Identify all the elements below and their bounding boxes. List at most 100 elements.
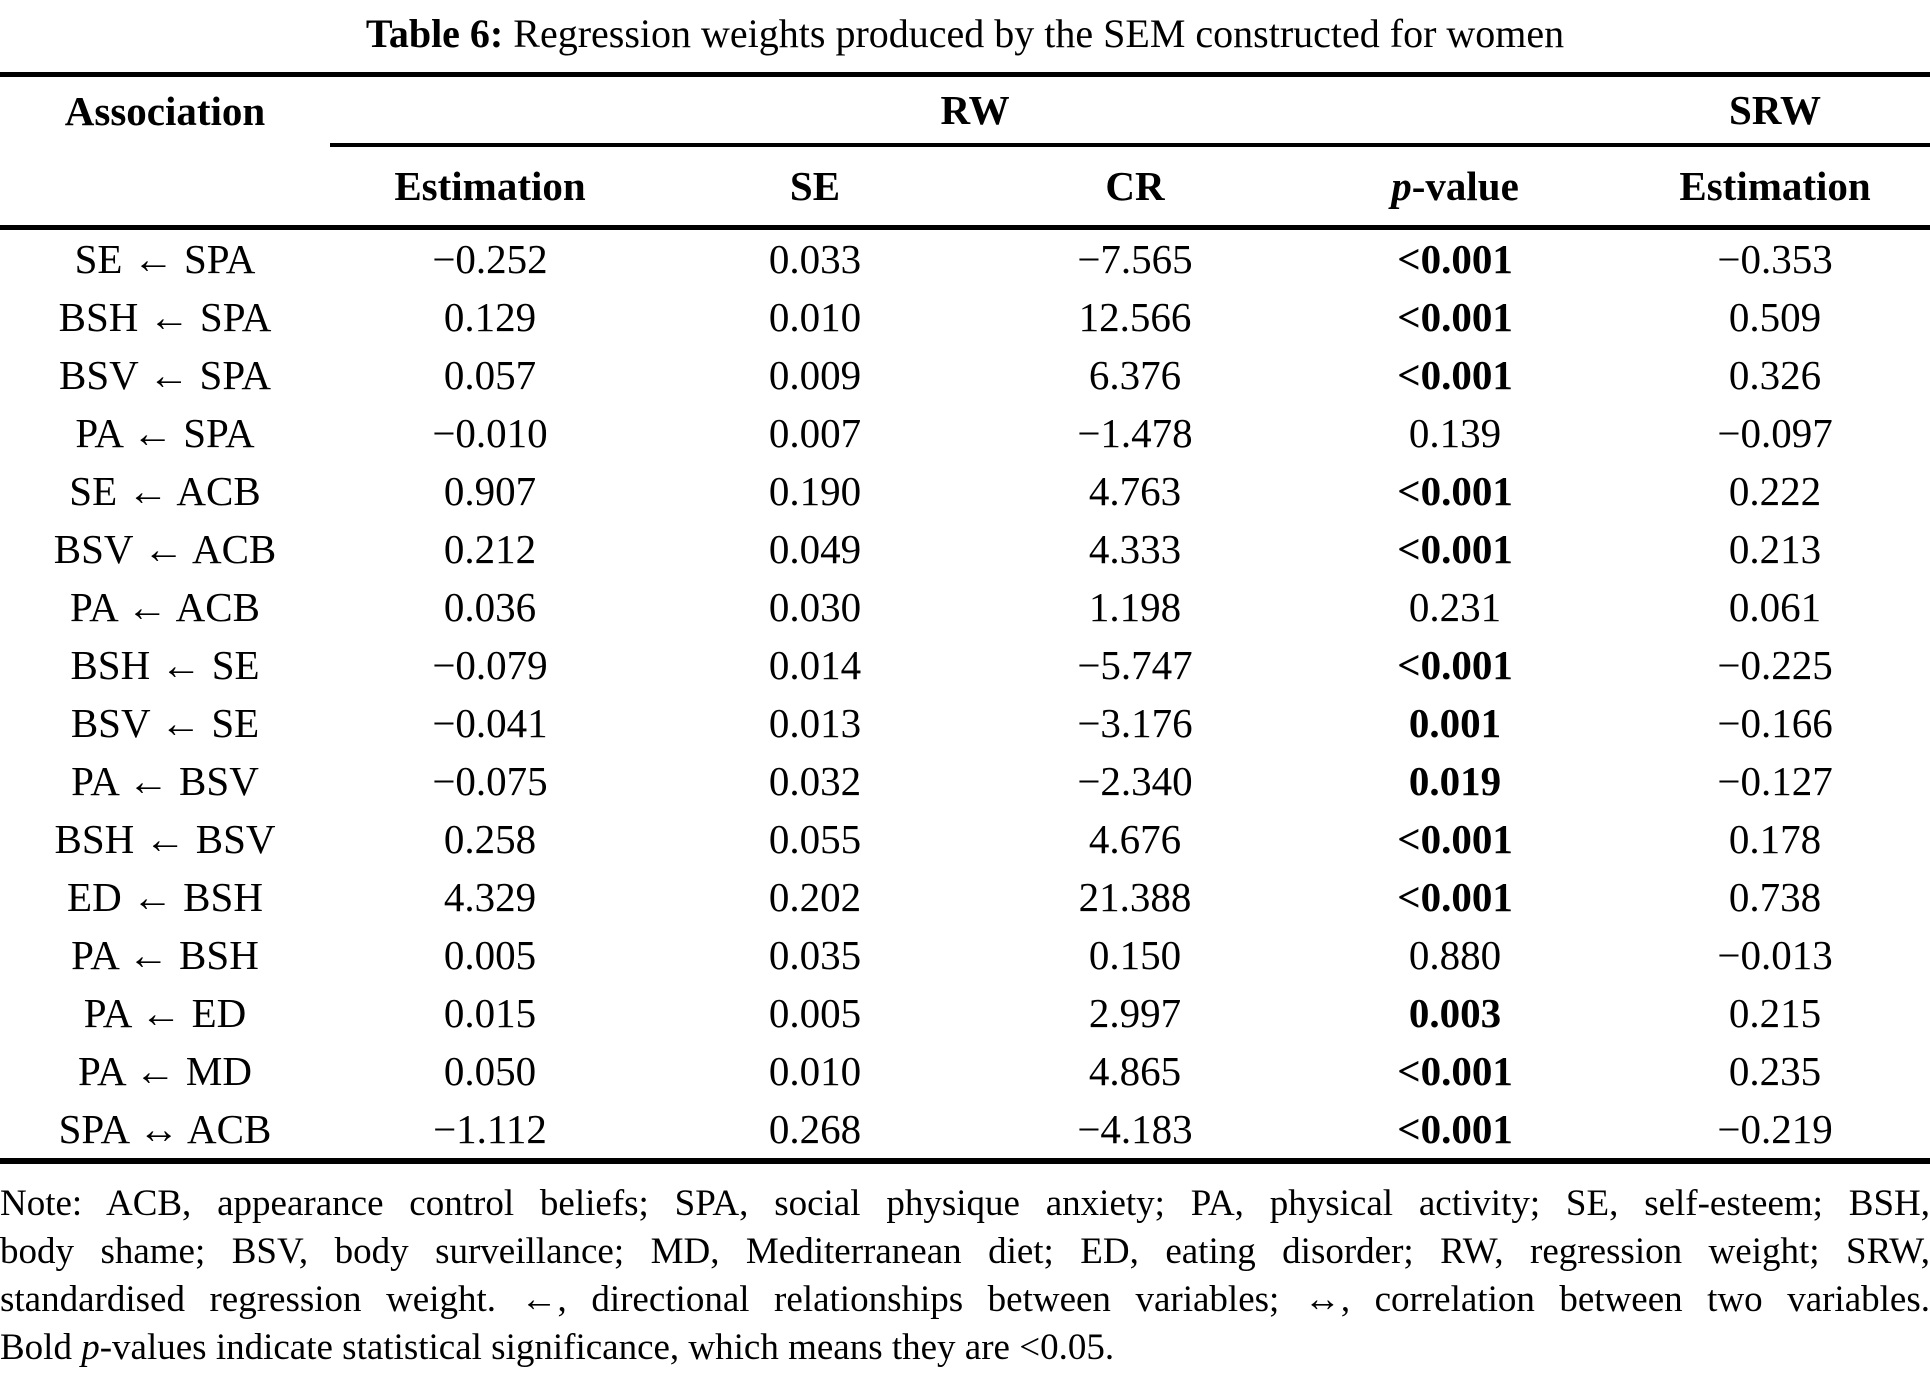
header-association-spacer bbox=[0, 145, 330, 230]
cr-cell: 0.150 bbox=[1088, 932, 1182, 978]
association-cell: SE ← ACB bbox=[69, 468, 261, 514]
regression-weights-table: Association RW SRW Estimation SE CR p-va… bbox=[0, 72, 1930, 1164]
se-cell: 0.055 bbox=[768, 816, 862, 862]
cr-cell: −5.747 bbox=[1077, 642, 1193, 688]
srw-estimation-cell: 0.061 bbox=[1728, 584, 1822, 630]
srw-estimation-cell: 0.178 bbox=[1728, 816, 1822, 862]
rw-estimation-cell: −1.112 bbox=[433, 1106, 547, 1152]
group-header-row: Association RW SRW bbox=[0, 74, 1930, 147]
srw-estimation-cell: 0.738 bbox=[1728, 874, 1822, 920]
p-value-cell: 0.019 bbox=[1408, 758, 1502, 804]
p-value-cell: <0.001 bbox=[1397, 642, 1513, 688]
rw-estimation-cell: 4.329 bbox=[443, 874, 537, 920]
rw-estimation-cell: 0.129 bbox=[443, 294, 537, 340]
p-value-cell: <0.001 bbox=[1397, 526, 1513, 572]
rw-estimation-cell: −0.041 bbox=[432, 700, 548, 746]
srw-estimation-cell: 0.215 bbox=[1728, 990, 1822, 1036]
association-cell: BSH ← BSV bbox=[54, 816, 276, 862]
table-row: PA ← SPA −0.010 0.007 −1.478 0.139 −0.09… bbox=[0, 404, 1930, 462]
table-row: BSH ← BSV 0.258 0.055 4.676 <0.001 0.178 bbox=[0, 810, 1930, 868]
p-value-cell: 0.139 bbox=[1408, 410, 1502, 456]
p-value-cell: 0.003 bbox=[1408, 990, 1502, 1036]
p-value-cell: <0.001 bbox=[1397, 874, 1513, 920]
association-cell: BSH ← SPA bbox=[58, 294, 272, 340]
note-line-4-pre: Bold bbox=[0, 1327, 82, 1368]
se-cell: 0.007 bbox=[768, 410, 862, 456]
rw-estimation-cell: 0.258 bbox=[443, 816, 537, 862]
p-value-cell: <0.001 bbox=[1397, 1106, 1513, 1152]
rw-estimation-cell: −0.252 bbox=[432, 236, 548, 282]
association-cell: PA ← BSH bbox=[71, 932, 259, 978]
table-row: BSV ← ACB 0.212 0.049 4.333 <0.001 0.213 bbox=[0, 520, 1930, 578]
se-cell: 0.013 bbox=[768, 700, 862, 746]
p-value-cell: 0.231 bbox=[1408, 584, 1502, 630]
association-cell: BSV ← ACB bbox=[53, 526, 277, 572]
cr-cell: 1.198 bbox=[1088, 584, 1182, 630]
srw-estimation-cell: 0.235 bbox=[1728, 1048, 1822, 1094]
srw-estimation-cell: −0.013 bbox=[1717, 932, 1833, 978]
rw-estimation-cell: 0.015 bbox=[443, 990, 537, 1036]
cr-cell: −4.183 bbox=[1077, 1106, 1193, 1152]
se-cell: 0.035 bbox=[768, 932, 862, 978]
rw-estimation-cell: −0.075 bbox=[432, 758, 548, 804]
header-srw: SRW bbox=[1620, 74, 1930, 147]
note-line-1: Note: ACB, appearance control beliefs; S… bbox=[0, 1183, 1930, 1224]
table-caption: Regression weights produced by the SEM c… bbox=[513, 11, 1565, 56]
cr-cell: 4.763 bbox=[1088, 468, 1182, 514]
cr-cell: 4.333 bbox=[1088, 526, 1182, 572]
association-cell: SPA ↔ ACB bbox=[58, 1106, 272, 1152]
table-number: Table 6: bbox=[365, 11, 504, 56]
table-row: PA ← ED 0.015 0.005 2.997 0.003 0.215 bbox=[0, 984, 1930, 1042]
rw-estimation-cell: −0.010 bbox=[432, 410, 548, 456]
table-row: ED ← BSH 4.329 0.202 21.388 <0.001 0.738 bbox=[0, 868, 1930, 926]
srw-estimation-cell: 0.326 bbox=[1728, 352, 1822, 398]
se-cell: 0.014 bbox=[768, 642, 862, 688]
srw-estimation-cell: −0.219 bbox=[1717, 1106, 1833, 1152]
p-value-cell: <0.001 bbox=[1397, 468, 1513, 514]
rw-estimation-cell: 0.036 bbox=[443, 584, 537, 630]
table-row: BSV ← SE −0.041 0.013 −3.176 0.001 −0.16… bbox=[0, 694, 1930, 752]
se-cell: 0.009 bbox=[768, 352, 862, 398]
cr-cell: −2.340 bbox=[1077, 758, 1193, 804]
cr-cell: −7.565 bbox=[1077, 236, 1193, 282]
p-value-cell: <0.001 bbox=[1397, 236, 1513, 282]
table-row: SPA ↔ ACB −1.112 0.268 −4.183 <0.001 −0.… bbox=[0, 1100, 1930, 1161]
association-cell: BSH ← SE bbox=[70, 642, 260, 688]
table-row: PA ← BSH 0.005 0.035 0.150 0.880 −0.013 bbox=[0, 926, 1930, 984]
table-row: BSH ← SE −0.079 0.014 −5.747 <0.001 −0.2… bbox=[0, 636, 1930, 694]
table-row: BSV ← SPA 0.057 0.009 6.376 <0.001 0.326 bbox=[0, 346, 1930, 404]
association-cell: PA ← ACB bbox=[70, 584, 260, 630]
cr-cell: 21.388 bbox=[1078, 874, 1192, 920]
table-row: PA ← BSV −0.075 0.032 −2.340 0.019 −0.12… bbox=[0, 752, 1930, 810]
cr-cell: −1.478 bbox=[1077, 410, 1193, 456]
table-note: Note: ACB, appearance control beliefs; S… bbox=[0, 1180, 1930, 1372]
association-cell: BSV ← SE bbox=[70, 700, 260, 746]
table-row: BSH ← SPA 0.129 0.010 12.566 <0.001 0.50… bbox=[0, 288, 1930, 346]
table-row: SE ← SPA −0.252 0.033 −7.565 <0.001 −0.3… bbox=[0, 228, 1930, 289]
rw-estimation-cell: −0.079 bbox=[432, 642, 548, 688]
srw-estimation-cell: −0.097 bbox=[1717, 410, 1833, 456]
p-value-cell: <0.001 bbox=[1397, 294, 1513, 340]
association-cell: ED ← BSH bbox=[67, 874, 263, 920]
header-se: SE bbox=[650, 145, 980, 230]
cr-cell: −3.176 bbox=[1077, 700, 1193, 746]
cr-cell: 4.865 bbox=[1088, 1048, 1182, 1094]
p-value-cell: <0.001 bbox=[1397, 352, 1513, 398]
cr-cell: 4.676 bbox=[1088, 816, 1182, 862]
p-value-italic-p: p bbox=[1391, 163, 1412, 209]
p-value-cell: <0.001 bbox=[1397, 1048, 1513, 1094]
note-line-3: standardised regression weight. ←, direc… bbox=[0, 1279, 1930, 1320]
se-cell: 0.010 bbox=[768, 1048, 862, 1094]
table-title: Table 6: Regression weights produced by t… bbox=[0, 6, 1930, 62]
table-row: SE ← ACB 0.907 0.190 4.763 <0.001 0.222 bbox=[0, 462, 1930, 520]
table-body: SE ← SPA −0.252 0.033 −7.565 <0.001 −0.3… bbox=[0, 228, 1930, 1162]
header-rw: RW bbox=[330, 74, 1621, 147]
se-cell: 0.268 bbox=[768, 1106, 862, 1152]
se-cell: 0.010 bbox=[768, 294, 862, 340]
srw-estimation-cell: −0.166 bbox=[1717, 700, 1833, 746]
cr-cell: 12.566 bbox=[1078, 294, 1192, 340]
association-cell: PA ← ED bbox=[83, 990, 247, 1036]
rw-estimation-cell: 0.057 bbox=[443, 352, 537, 398]
se-cell: 0.049 bbox=[768, 526, 862, 572]
